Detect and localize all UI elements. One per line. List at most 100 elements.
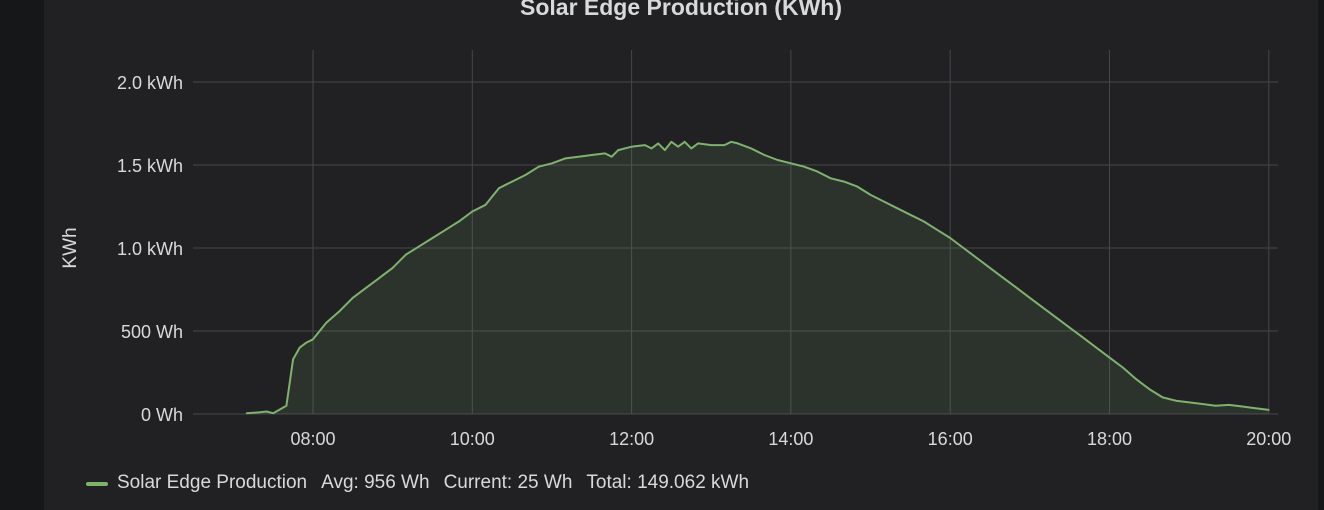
grid <box>193 50 1278 415</box>
data-point <box>610 155 613 158</box>
data-point <box>511 180 513 183</box>
data-point <box>1254 407 1257 410</box>
data-point <box>1214 404 1217 407</box>
data-point <box>325 321 328 324</box>
data-point <box>1015 287 1018 289</box>
data-point <box>445 228 447 231</box>
data-point <box>683 141 686 143</box>
legend[interactable]: Solar Edge Production Avg: 956 Wh Curren… <box>86 472 763 494</box>
x-tick-label: 08:00 <box>290 429 335 449</box>
data-point <box>962 247 965 249</box>
data-point <box>298 346 301 349</box>
data-point <box>1108 356 1111 359</box>
legend-series-name[interactable]: Solar Edge Production <box>117 472 308 493</box>
data-point <box>365 287 367 289</box>
data-point <box>1068 326 1071 329</box>
y-tick-label: 1.0 kWh <box>117 239 183 259</box>
legend-current: Current: 25 Wh <box>443 472 573 493</box>
x-axis: 08:00 10:00 12:00 14:00 16:00 18:00 20:00 <box>290 429 1291 449</box>
data-point <box>896 207 898 209</box>
data-point <box>617 149 620 151</box>
data-point <box>796 164 799 166</box>
data-point <box>245 412 248 415</box>
data-point <box>292 358 294 361</box>
data-point <box>650 147 653 150</box>
data-point <box>1228 404 1230 406</box>
y-axis-label: KWh <box>60 227 81 268</box>
series-line <box>246 140 1269 415</box>
data-point <box>630 145 633 148</box>
data-point <box>591 154 593 156</box>
data-point <box>312 338 314 341</box>
data-point <box>803 165 805 168</box>
data-point <box>1188 401 1190 404</box>
data-point <box>285 404 288 407</box>
data-point <box>484 204 487 206</box>
legend-total: Total: 149.062 kWh <box>586 472 750 493</box>
y-tick-label: 0 Wh <box>141 405 183 425</box>
y-tick-label: 500 Wh <box>121 322 183 342</box>
data-point <box>710 144 713 146</box>
x-tick-label: 16:00 <box>928 429 973 449</box>
legend-swatch <box>86 482 108 486</box>
data-point <box>750 147 752 150</box>
data-point <box>1175 399 1177 402</box>
data-point <box>697 142 699 145</box>
x-tick-label: 12:00 <box>609 429 654 449</box>
data-point <box>265 410 268 413</box>
data-point <box>856 185 859 188</box>
data-point <box>670 141 673 143</box>
y-tick-label: 1.5 kWh <box>117 156 183 176</box>
data-point <box>471 210 474 213</box>
data-point <box>909 214 912 216</box>
data-point <box>458 220 460 223</box>
data-point <box>730 141 732 143</box>
y-axis: 0 Wh 500 Wh 1.0 kWh 1.5 kWh 2.0 kWh <box>117 73 183 425</box>
data-point <box>564 157 566 160</box>
data-point <box>690 147 693 150</box>
data-point <box>259 411 261 414</box>
data-point <box>391 267 394 269</box>
data-point <box>405 253 407 256</box>
data-point <box>989 267 991 269</box>
data-point <box>1148 388 1151 390</box>
data-point <box>723 144 726 146</box>
data-point <box>829 177 832 180</box>
data-point <box>272 412 275 415</box>
series-area <box>245 140 1270 415</box>
data-point <box>1161 396 1164 399</box>
series-fill <box>246 141 1269 415</box>
data-point <box>657 142 659 145</box>
data-point <box>790 162 792 165</box>
data-point <box>1122 366 1124 369</box>
data-point <box>1042 307 1044 309</box>
data-point <box>524 174 527 176</box>
data-point <box>1095 346 1097 349</box>
panel-title: Solar Edge Production (KWh) <box>520 0 842 20</box>
data-point <box>604 152 606 155</box>
data-point <box>1241 405 1244 408</box>
data-point <box>1201 403 1204 405</box>
data-point <box>816 170 819 173</box>
data-point <box>763 154 766 156</box>
data-point <box>1135 378 1137 380</box>
data-point <box>1268 409 1270 411</box>
data-point <box>869 194 872 196</box>
data-point <box>352 297 354 299</box>
data-point <box>338 310 341 312</box>
data-point <box>431 237 434 239</box>
data-point <box>1002 277 1005 279</box>
data-point <box>664 149 666 151</box>
data-point <box>305 341 308 344</box>
data-point <box>491 195 494 198</box>
data-point <box>1055 316 1058 319</box>
data-point <box>776 159 779 161</box>
x-tick-label: 18:00 <box>1087 429 1132 449</box>
data-point <box>737 142 739 145</box>
data-point <box>551 162 553 165</box>
data-point <box>883 200 885 203</box>
data-point <box>756 150 759 153</box>
data-point <box>378 277 381 279</box>
data-point <box>644 144 646 146</box>
